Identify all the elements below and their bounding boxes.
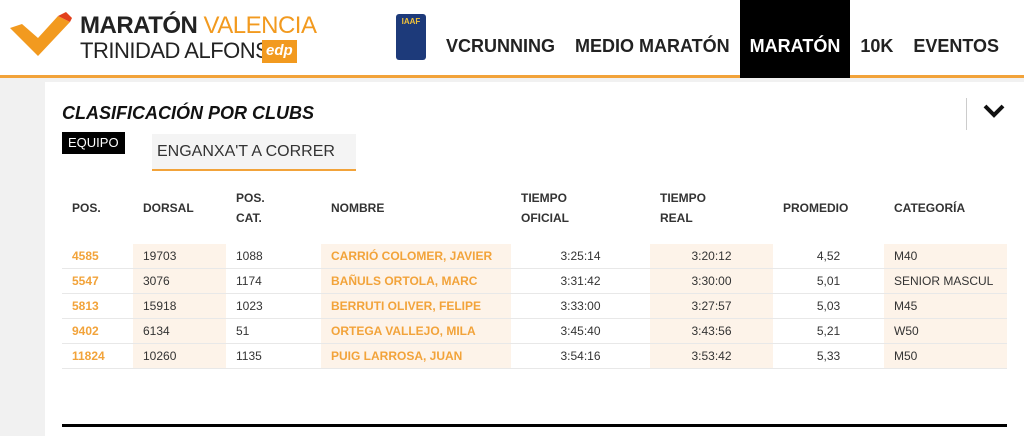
- table-cell: 5,21: [773, 318, 884, 344]
- nav-item[interactable]: 10K: [860, 36, 894, 56]
- sponsor: edp: [262, 40, 297, 63]
- table-cell: 3:45:40: [511, 318, 650, 344]
- table-cell: 1023: [226, 293, 321, 319]
- column-header-text: TIEMPO REAL: [660, 190, 707, 225]
- table-cell: 3:43:56: [650, 318, 773, 344]
- table-row: 4585 19703 1088 CARRIÓ COLOMER, JAVIER 3:25:…: [62, 230, 1007, 269]
- table-cell[interactable]: BAÑULS ORTOLA, MARC: [321, 268, 511, 294]
- column-header: PROMEDIO: [773, 185, 884, 239]
- table-cell[interactable]: 5547: [62, 268, 133, 294]
- filter-label: EQUIPO: [62, 132, 125, 154]
- column-header-text: NOMBRE: [331, 200, 385, 215]
- table-cell[interactable]: 9402: [62, 318, 133, 344]
- table-cell: W50: [884, 318, 1007, 344]
- logo-text: MARATÓN VALENCIA: [80, 12, 317, 39]
- table-cell: 3:31:42: [511, 268, 650, 294]
- table-cell: 3:33:00: [511, 293, 650, 319]
- table-cell: 19703: [133, 230, 226, 269]
- table-cell[interactable]: BERRUTI OLIVER, FELIPE: [321, 293, 511, 319]
- column-header: TIEMPO REAL: [650, 185, 773, 239]
- table-cell: 51: [226, 318, 321, 344]
- table-body: 4585 19703 1088 CARRIÓ COLOMER, JAVIER 3:25:…: [62, 230, 1007, 369]
- table-row: 9402 6134 51 ORTEGA VALLEJO, MILA 3:45:40 3:4…: [62, 318, 1007, 344]
- column-header-text: POS.: [72, 200, 101, 215]
- column-header: NOMBRE: [321, 185, 511, 239]
- table-cell[interactable]: PUIG LARROSA, JUAN: [321, 343, 511, 369]
- table-cell: M45: [884, 293, 1007, 319]
- logo-mark: [10, 12, 72, 56]
- table-cell: 1088: [226, 230, 321, 269]
- column-header-text: POS. CAT.: [236, 190, 265, 225]
- collapse-toggle[interactable]: [983, 103, 1005, 119]
- logo-text: TRINIDAD ALFONSO: [80, 38, 286, 63]
- table-row: 5813 15918 1023 BERRUTI OLIVER, FELIPE 3:33:…: [62, 293, 1007, 319]
- column-header: POS.: [62, 185, 133, 239]
- column-header: POS. CAT.: [226, 185, 321, 239]
- table-cell[interactable]: 4585: [62, 230, 133, 269]
- nav-item[interactable]: MEDIO MARATÓN: [575, 36, 730, 56]
- table-cell: M40: [884, 230, 1007, 269]
- table-cell: 4,52: [773, 230, 884, 269]
- header: MARATÓN VALENCIA TRINIDAD ALFONSO edp IA…: [0, 0, 1024, 78]
- badge: IAAF: [396, 14, 426, 60]
- table-row: 5547 3076 1174 BAÑULS ORTOLA, MARC 3:31:42 3:…: [62, 268, 1007, 294]
- table-cell: 6134: [133, 318, 226, 344]
- column-header: DORSAL: [133, 185, 226, 239]
- column-header-text: TIEMPO OFICIAL: [521, 190, 569, 225]
- table-cell[interactable]: ORTEGA VALLEJO, MILA: [321, 318, 511, 344]
- nav-item[interactable]: EVENTOS: [913, 36, 1000, 56]
- table-cell: 5,01: [773, 268, 884, 294]
- table-cell: 3:20:12: [650, 230, 773, 269]
- table-bottom-rule: [62, 424, 1007, 427]
- separator: [966, 98, 967, 130]
- table-cell: 15918: [133, 293, 226, 319]
- table-cell: 3:25:14: [511, 230, 650, 269]
- column-header-text: PROMEDIO: [783, 200, 849, 215]
- nav: VCRUNNING MEDIO MARATÓN MARATÓN 10K EVENTOS: [436, 0, 1009, 78]
- table-cell: SENIOR MASCUL: [884, 268, 1007, 294]
- table-cell[interactable]: 11824: [62, 343, 133, 369]
- table-cell: 1135: [226, 343, 321, 369]
- table-cell: 3:27:57: [650, 293, 773, 319]
- table-cell: M50: [884, 343, 1007, 369]
- nav-item[interactable]: VCRUNNING: [446, 36, 556, 56]
- table-cell[interactable]: 5813: [62, 293, 133, 319]
- table-cell: 5,33: [773, 343, 884, 369]
- nav-item[interactable]: MARATÓN: [739, 0, 851, 78]
- results-table: POS. DORSAL POS. CAT. NOMBRE TIEMPO OFICIAL T…: [62, 185, 1007, 369]
- table-cell: 3:30:00: [650, 268, 773, 294]
- table-cell[interactable]: CARRIÓ COLOMER, JAVIER: [321, 230, 511, 269]
- table-cell: 5,03: [773, 293, 884, 319]
- column-header-text: DORSAL: [143, 200, 194, 215]
- table-cell: 1174: [226, 268, 321, 294]
- column-header: TIEMPO OFICIAL: [511, 185, 650, 239]
- table-cell: 3:53:42: [650, 343, 773, 369]
- column-header: CATEGORÍA: [884, 185, 1007, 239]
- filter-input[interactable]: ENGANXA'T A CORRER: [152, 134, 356, 171]
- table-cell: 10260: [133, 343, 226, 369]
- column-header-text: CATEGORÍA: [894, 200, 966, 215]
- table-cell: 3076: [133, 268, 226, 294]
- header-row: POS. DORSAL POS. CAT. NOMBRE TIEMPO OFICIAL T…: [62, 185, 1007, 239]
- table-cell: 3:54:16: [511, 343, 650, 369]
- section-title: CLASIFICACIÓN POR CLUBS: [62, 103, 314, 123]
- table-row: 11824 10260 1135 PUIG LARROSA, JUAN 3:54:16 3…: [62, 343, 1007, 369]
